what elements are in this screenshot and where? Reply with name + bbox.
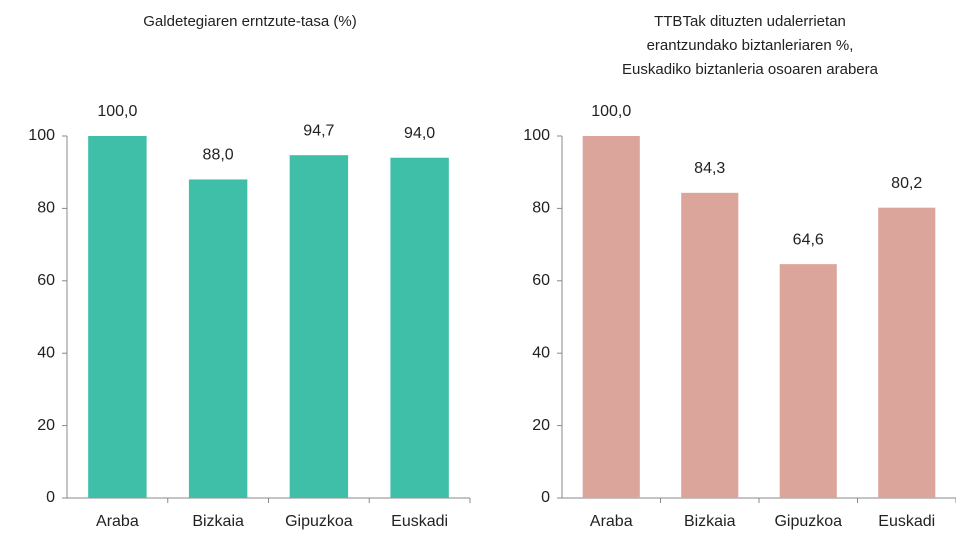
bar — [289, 155, 349, 498]
x-tick-label: Araba — [590, 513, 633, 530]
y-tick-label: 0 — [46, 489, 55, 506]
value-label: 100,0 — [591, 103, 631, 120]
x-tick-label: Gipuzkoa — [285, 513, 353, 530]
value-label: 88,0 — [203, 147, 234, 164]
value-label: 100,0 — [97, 103, 137, 120]
chart-title: TTBTak dituzten udalerrietan — [654, 13, 846, 30]
y-tick-label: 40 — [532, 344, 550, 361]
bar — [390, 157, 449, 498]
y-tick-label: 40 — [37, 344, 55, 361]
x-tick-label: Euskadi — [391, 513, 448, 530]
y-tick-label: 20 — [532, 417, 550, 434]
y-tick-label: 100 — [523, 127, 550, 144]
x-tick-label: Euskadi — [878, 513, 935, 530]
bar — [582, 136, 640, 498]
y-tick-label: 60 — [532, 272, 550, 289]
value-label: 64,6 — [793, 231, 824, 248]
bar — [188, 179, 248, 498]
bar — [878, 207, 936, 498]
y-tick-label: 80 — [532, 200, 550, 217]
y-tick-label: 20 — [37, 417, 55, 434]
x-tick-label: Araba — [96, 513, 139, 530]
y-tick-label: 80 — [37, 200, 55, 217]
x-tick-label: Bizkaia — [192, 513, 244, 530]
y-tick-label: 100 — [28, 127, 55, 144]
chart-title: erantzundako biztanleriaren %, — [647, 37, 854, 54]
chart-title: Euskadiko biztanleria osoaren arabera — [622, 61, 879, 78]
chart-title: Galdetegiaren erntzute-tasa (%) — [143, 13, 356, 30]
x-tick-label: Gipuzkoa — [774, 513, 842, 530]
value-label: 94,7 — [303, 122, 334, 139]
y-tick-label: 60 — [37, 272, 55, 289]
x-tick-label: Bizkaia — [684, 513, 736, 530]
y-tick-label: 0 — [541, 489, 550, 506]
bar — [681, 192, 739, 499]
value-label: 94,0 — [404, 125, 435, 142]
value-label: 80,2 — [891, 175, 922, 192]
value-label: 84,3 — [694, 160, 725, 177]
bar — [779, 264, 837, 498]
bar — [88, 136, 147, 498]
